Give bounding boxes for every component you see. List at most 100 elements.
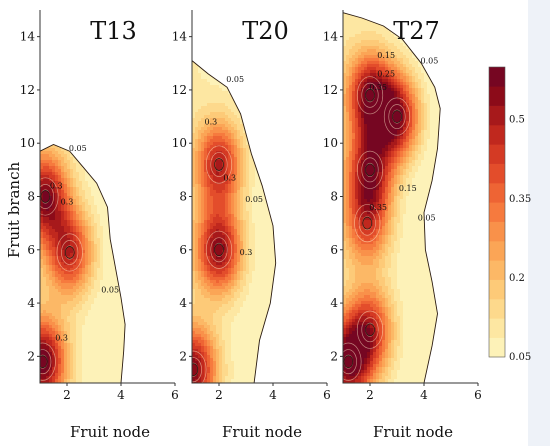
density-cell xyxy=(100,244,104,248)
density-cell xyxy=(97,301,101,305)
density-cell xyxy=(103,208,107,212)
density-cell xyxy=(52,262,56,266)
density-cell xyxy=(46,229,50,233)
density-cell xyxy=(103,250,107,254)
density-cell xyxy=(61,325,65,329)
density-cell xyxy=(49,196,53,200)
density-cell xyxy=(67,268,71,272)
density-cell xyxy=(112,331,116,335)
density-cell xyxy=(40,271,44,275)
density-cell xyxy=(70,190,74,194)
density-cell xyxy=(103,307,107,311)
density-cell xyxy=(43,373,47,377)
density-cell xyxy=(55,214,59,218)
density-cell xyxy=(67,286,71,290)
density-cell xyxy=(121,331,125,335)
density-cell xyxy=(70,343,74,347)
density-cell xyxy=(58,232,62,236)
density-cell xyxy=(40,205,44,209)
density-cell xyxy=(76,325,80,329)
density-cell xyxy=(43,238,47,242)
density-cell xyxy=(118,352,122,356)
density-cell xyxy=(40,151,44,155)
density-cell xyxy=(103,364,107,368)
density-cell xyxy=(52,199,56,203)
density-cell xyxy=(52,259,56,263)
density-cell xyxy=(70,355,74,359)
density-cell xyxy=(85,328,89,332)
density-cell xyxy=(85,235,89,239)
density-cell xyxy=(64,220,68,224)
density-cell xyxy=(43,166,47,170)
density-cell xyxy=(46,316,50,320)
density-cell xyxy=(58,343,62,347)
density-cell xyxy=(109,295,113,299)
density-cell xyxy=(97,322,101,326)
density-cell xyxy=(82,226,86,230)
density-cell xyxy=(43,283,47,287)
density-cell xyxy=(82,316,86,320)
density-cell xyxy=(40,160,44,164)
density-cell xyxy=(55,370,59,374)
density-cell xyxy=(64,328,68,332)
density-cell xyxy=(61,229,65,233)
density-cell xyxy=(58,184,62,188)
density-cell xyxy=(61,154,65,158)
density-cell xyxy=(103,229,107,233)
density-cell xyxy=(43,175,47,179)
density-cell xyxy=(64,256,68,260)
density-cell xyxy=(79,223,83,227)
density-cell xyxy=(70,274,74,278)
density-cell xyxy=(112,349,116,353)
density-cell xyxy=(109,271,113,275)
density-cell xyxy=(85,373,89,377)
density-cell xyxy=(73,292,77,296)
density-cell xyxy=(91,277,95,281)
density-cell xyxy=(76,370,80,374)
density-cell xyxy=(70,211,74,215)
density-cell xyxy=(109,304,113,308)
density-cell xyxy=(61,295,65,299)
density-cell xyxy=(79,196,83,200)
density-cell xyxy=(112,373,116,377)
density-cell xyxy=(43,343,47,347)
density-cell xyxy=(85,370,89,374)
density-cell xyxy=(46,217,50,221)
density-cell xyxy=(43,349,47,353)
density-cell xyxy=(82,250,86,254)
density-cell xyxy=(94,247,98,251)
density-cell xyxy=(112,262,116,266)
density-cell xyxy=(46,304,50,308)
density-cell xyxy=(106,337,110,341)
density-cell xyxy=(106,241,110,245)
density-cell xyxy=(70,298,74,302)
density-cell xyxy=(70,331,74,335)
density-cell xyxy=(49,217,53,221)
density-cell xyxy=(73,166,77,170)
density-cell xyxy=(70,178,74,182)
density-cell xyxy=(40,253,44,257)
density-cell xyxy=(94,265,98,269)
density-cell xyxy=(67,325,71,329)
density-cell xyxy=(106,259,110,263)
density-cell xyxy=(70,229,74,233)
density-cell xyxy=(61,349,65,353)
density-cell xyxy=(85,343,89,347)
density-cell xyxy=(64,262,68,266)
density-cell xyxy=(49,289,53,293)
density-cell xyxy=(70,280,74,284)
density-cell xyxy=(49,301,53,305)
density-cell xyxy=(61,355,65,359)
density-cell xyxy=(46,373,50,377)
density-cell xyxy=(79,172,83,176)
density-cell xyxy=(109,280,113,284)
density-cell xyxy=(103,379,107,383)
density-cell xyxy=(103,223,107,227)
density-cell xyxy=(76,340,80,344)
density-cell xyxy=(40,352,44,356)
density-cell xyxy=(82,304,86,308)
density-cell xyxy=(64,292,68,296)
density-cell xyxy=(106,214,110,218)
density-cell xyxy=(112,310,116,314)
density-cell xyxy=(76,373,80,377)
